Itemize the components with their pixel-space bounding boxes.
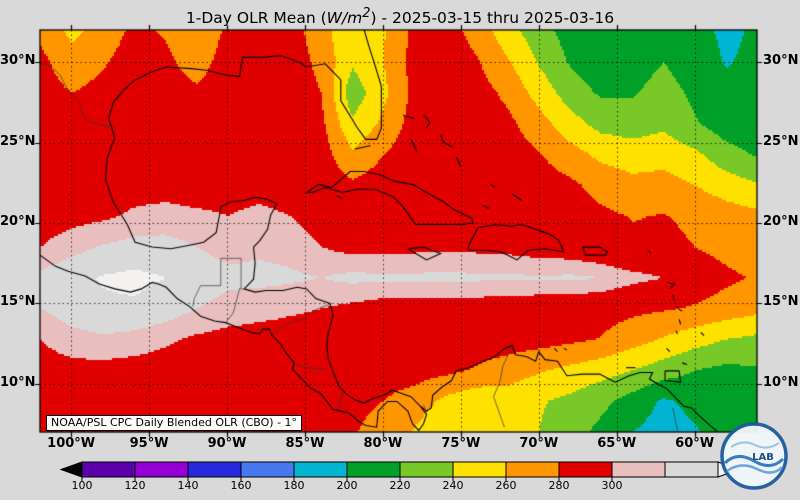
page-title: 1-Day OLR Mean (W/m2) - 2025-03-15 thru … — [0, 6, 800, 27]
logo-wave-icon — [723, 455, 785, 467]
lat-label-right: 15°N — [763, 294, 799, 310]
colorbar-cell — [399, 461, 454, 478]
colorbar-tick-label: 220 — [389, 479, 411, 492]
credit-box: NOAA/PSL CPC Daily Blended OLR (CBO) - 1… — [46, 415, 303, 431]
lon-label: 85°W — [285, 436, 325, 451]
colorbar-cell — [293, 461, 348, 478]
colorbar-cell — [346, 461, 401, 478]
colorbar-tick-label: 260 — [495, 479, 517, 492]
colorbar-cell — [558, 461, 613, 478]
colorbar — [59, 461, 741, 481]
colorbar-tick-label: 300 — [601, 479, 623, 492]
title-units: W/m — [326, 9, 363, 28]
noaa-psl-logo: LAB — [720, 422, 788, 490]
logo-wave-icon — [726, 464, 783, 474]
title-prefix: 1-Day OLR Mean ( — [185, 9, 327, 28]
lon-label: 95°W — [129, 436, 169, 451]
colorbar-cell — [611, 461, 666, 478]
lat-label-right: 25°N — [763, 133, 799, 149]
lat-label-left: 10°N — [0, 374, 36, 390]
lat-label-right: 10°N — [763, 374, 799, 390]
colorbar-cell — [187, 461, 242, 478]
colorbar-cell — [134, 461, 189, 478]
lat-label-right: 30°N — [763, 53, 799, 69]
lon-label: 75°W — [441, 436, 481, 451]
logo-text: LAB — [752, 452, 774, 463]
colorbar-tick-label: 120 — [124, 479, 146, 492]
lon-label: 60°W — [675, 436, 715, 451]
colorbar-tick-label: 240 — [442, 479, 464, 492]
lon-label: 70°W — [519, 436, 559, 451]
title-units-exponent: 2 — [362, 6, 371, 21]
colorbar-tick-label: 180 — [283, 479, 305, 492]
title-suffix: ) - 2025-03-15 thru 2025-03-16 — [370, 9, 615, 28]
lat-label-left: 15°N — [0, 294, 36, 310]
lon-label: 65°W — [597, 436, 637, 451]
colorbar-cell — [81, 461, 136, 478]
lat-label-right: 20°N — [763, 213, 799, 229]
colorbar-cell — [664, 461, 719, 478]
lon-label: 90°W — [207, 436, 247, 451]
colorbar-tick-label: 140 — [177, 479, 199, 492]
lon-label: 80°W — [363, 436, 403, 451]
logo-wave-icon — [730, 441, 780, 449]
colorbar-tick-label: 160 — [230, 479, 252, 492]
colorbar-cell — [240, 461, 295, 478]
lat-label-left: 20°N — [0, 213, 36, 229]
colorbar-cell — [452, 461, 507, 478]
lat-label-left: 25°N — [0, 133, 36, 149]
colorbar-tick-label: 200 — [336, 479, 358, 492]
lon-label: 100°W — [47, 436, 96, 451]
lat-label-left: 30°N — [0, 53, 36, 69]
map-field-canvas — [34, 24, 763, 438]
colorbar-cell — [505, 461, 560, 478]
colorbar-tick-label: 280 — [548, 479, 570, 492]
colorbar-tick-label: 100 — [71, 479, 93, 492]
colorbar-arrow-left — [59, 461, 83, 478]
